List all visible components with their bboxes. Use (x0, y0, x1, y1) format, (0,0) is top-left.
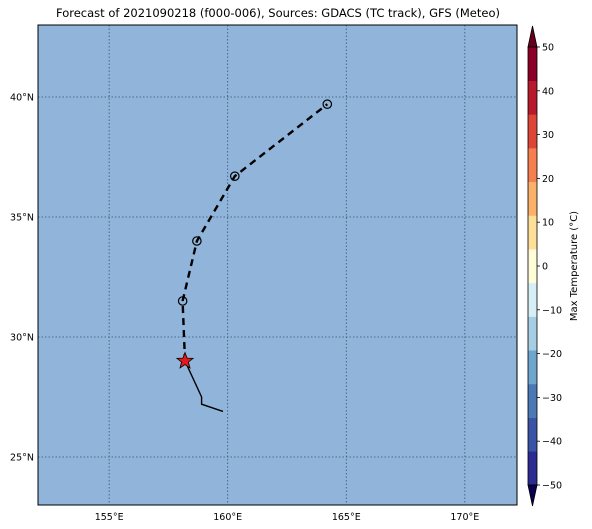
lon-tick-label: 170°E (450, 512, 479, 523)
longitude-labels: 155°E 160°E 165°E 170°E (95, 512, 480, 523)
colorbar-segment (528, 350, 537, 385)
lon-tick-label: 160°E (213, 512, 242, 523)
lat-tick-label: 25°N (10, 453, 34, 464)
map-frame (37, 24, 518, 506)
colorbar-tick-label: −50 (542, 481, 562, 492)
colorbar-tick-label: 50 (542, 43, 554, 54)
colorbar-segment (528, 316, 537, 351)
lon-tick-label: 165°E (332, 512, 361, 523)
forecast-track-line (181, 103, 329, 362)
forecast-position-marker (192, 236, 202, 246)
observed-track-line (184, 360, 224, 413)
colorbar-tick-label: −30 (542, 393, 562, 404)
colorbar-tick-label: −10 (542, 305, 562, 316)
colorbar-tick-label: 40 (542, 86, 554, 97)
colorbar: 50 40 30 20 10 0 −10 −20 −30 −40 −50 Max Temperatu… (527, 25, 580, 507)
colorbar-bottom-extension (527, 484, 538, 507)
colorbar-tick-label: 20 (542, 174, 554, 185)
colorbar-segment (528, 249, 537, 284)
lon-tick-label: 155°E (95, 512, 124, 523)
colorbar-tick-label: −20 (542, 349, 562, 360)
graticule (38, 25, 517, 505)
colorbar-segment (528, 282, 537, 317)
lat-tick-label: 35°N (10, 213, 34, 224)
forecast-position-marker (230, 171, 240, 181)
ocean-area (38, 25, 517, 505)
colorbar-segment (528, 80, 537, 115)
colorbar-tick-label: 0 (542, 262, 548, 273)
colorbar-segment (528, 47, 537, 81)
storm-track (175, 99, 333, 413)
colorbar-top-extension (527, 25, 538, 48)
forecast-position-marker (322, 99, 333, 109)
star-icon (175, 351, 195, 369)
colorbar-segment (528, 148, 537, 183)
colorbar-segment (528, 215, 537, 250)
map-title: Forecast of 2021090218 (f000-006), Sourc… (56, 6, 500, 20)
colorbar-tick-label: 30 (542, 130, 554, 141)
lat-tick-label: 30°N (10, 333, 34, 344)
colorbar-tick-label: 10 (542, 218, 554, 229)
colorbar-segment (528, 114, 537, 149)
colorbar-segment (528, 417, 537, 452)
forecast-position-marker (177, 296, 188, 306)
colorbar-segment (528, 383, 537, 418)
lat-tick-label: 40°N (10, 93, 34, 104)
colorbar-segment (528, 181, 537, 216)
colorbar-tick-label: −40 (542, 437, 562, 448)
colorbar-segment (528, 451, 537, 486)
colorbar-label: Max Temperature (°C) (569, 211, 580, 321)
latitude-labels: 25°N 30°N 35°N 40°N (10, 93, 34, 464)
